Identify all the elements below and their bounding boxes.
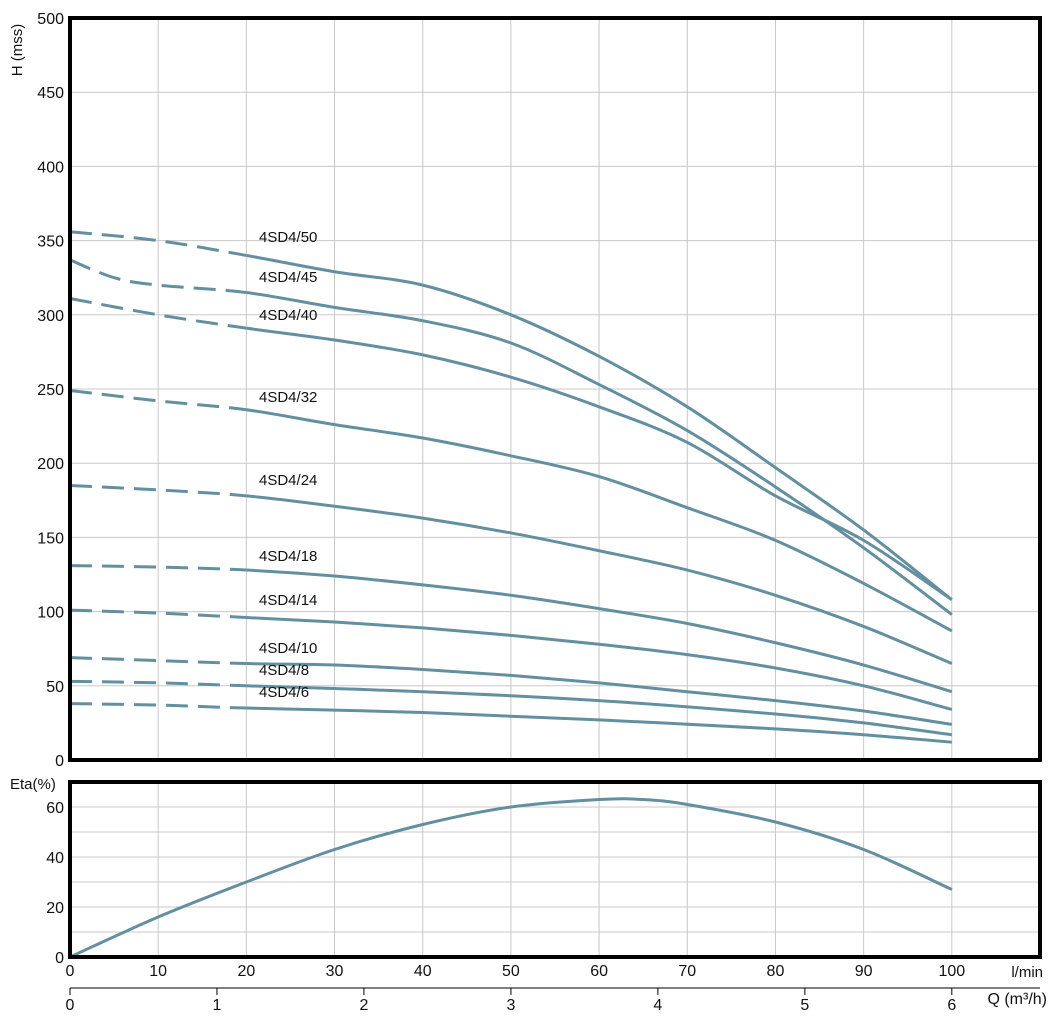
curve-label: 4SD4/6 — [259, 684, 309, 701]
efficiency-y-tick-label: 0 — [55, 950, 64, 967]
m3h-x-tick-label: 4 — [653, 997, 662, 1014]
lmin-x-tick-label: 50 — [502, 963, 520, 980]
lmin-x-tick-label: 90 — [855, 963, 873, 980]
curve-label: 4SD4/45 — [259, 269, 317, 286]
lmin-unit-label: l/min — [1011, 964, 1043, 981]
m3h-x-tick-label: 3 — [506, 997, 515, 1014]
q-m3h-axis-title: Q (m³/h) — [987, 991, 1047, 1008]
eta-curve — [69, 797, 953, 959]
head-y-tick-label: 0 — [55, 753, 64, 770]
m3h-x-tick-label: 0 — [66, 997, 75, 1014]
head-y-tick-label: 100 — [37, 605, 64, 622]
head-plot-frame — [68, 16, 1042, 762]
curve-label: 4SD4/24 — [259, 472, 317, 489]
h-axis-title: H (mss) — [9, 24, 26, 77]
curve-4sd4-18-solid — [246, 568, 953, 694]
curve-4sd4-45-dashed — [69, 258, 247, 295]
head-y-tick-label: 300 — [37, 308, 64, 325]
head-y-tick-label: 450 — [37, 85, 64, 102]
lmin-x-tick-label: 80 — [767, 963, 785, 980]
curve-4sd4-18-dashed — [69, 564, 247, 572]
curve-label: 4SD4/10 — [259, 640, 317, 657]
curve-4sd4-50-solid — [246, 253, 953, 601]
curve-label: 4SD4/14 — [259, 592, 317, 609]
curve-label: 4SD4/18 — [259, 548, 317, 565]
head-y-tick-label: 250 — [37, 382, 64, 399]
head-y-tick-label: 200 — [37, 456, 64, 473]
efficiency-y-tick-label: 60 — [46, 800, 64, 817]
curve-4sd4-14-solid — [246, 616, 953, 711]
curve-4sd4-8-solid — [246, 684, 953, 737]
eta-axis-title: Eta(%) — [10, 776, 56, 793]
lmin-x-tick-label: 10 — [149, 963, 167, 980]
m3h-x-tick-label: 5 — [800, 997, 809, 1014]
lmin-x-tick-label: 60 — [590, 963, 608, 980]
curve-label: 4SD4/32 — [259, 389, 317, 406]
efficiency-y-tick-label: 20 — [46, 900, 64, 917]
lmin-x-tick-label: 0 — [66, 963, 75, 980]
head-y-tick-label: 400 — [37, 159, 64, 176]
curve-4sd4-10-solid — [246, 662, 953, 726]
curve-4sd4-6-solid — [246, 706, 952, 744]
m3h-x-tick-label: 1 — [213, 997, 222, 1014]
curve-4sd4-24-solid — [246, 494, 953, 665]
lmin-x-tick-label: 70 — [678, 963, 696, 980]
head-y-tick-label: 500 — [37, 11, 64, 28]
curve-4sd4-32-solid — [246, 408, 953, 633]
curve-4sd4-8-dashed — [69, 679, 247, 688]
curve-4sd4-40-solid — [246, 326, 953, 601]
curve-4sd4-6-dashed — [69, 702, 247, 710]
curve-4sd4-45-solid — [246, 291, 953, 616]
m3h-x-tick-label: 6 — [947, 997, 956, 1014]
lmin-x-tick-label: 20 — [237, 963, 255, 980]
curve-label: 4SD4/50 — [259, 229, 317, 246]
efficiency-y-tick-label: 40 — [46, 850, 64, 867]
head-y-tick-label: 150 — [37, 530, 64, 547]
curve-4sd4-10-dashed — [69, 656, 247, 666]
lmin-x-tick-label: 100 — [938, 963, 965, 980]
head-y-tick-label: 50 — [46, 679, 64, 696]
lmin-x-tick-label: 40 — [414, 963, 432, 980]
m3h-x-tick-label: 2 — [359, 997, 368, 1014]
lmin-x-tick-label: 30 — [326, 963, 344, 980]
curve-label: 4SD4/40 — [259, 307, 317, 324]
efficiency-plot-frame — [68, 780, 1042, 959]
curve-label: 4SD4/8 — [259, 662, 309, 679]
head-y-tick-label: 350 — [37, 234, 64, 251]
